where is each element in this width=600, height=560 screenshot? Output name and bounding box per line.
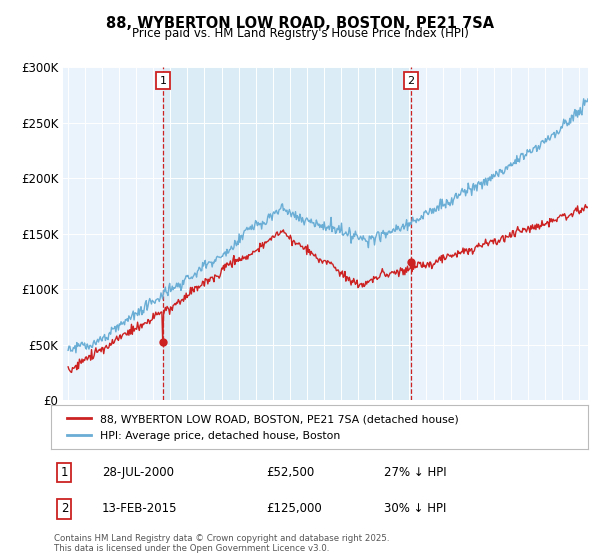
Text: 2: 2 xyxy=(61,502,68,515)
Bar xyxy=(163,67,411,400)
Text: 28-JUL-2000: 28-JUL-2000 xyxy=(102,466,174,479)
Text: Contains HM Land Registry data © Crown copyright and database right 2025.
This d: Contains HM Land Registry data © Crown c… xyxy=(54,534,389,553)
Text: 13-FEB-2015: 13-FEB-2015 xyxy=(102,502,178,515)
Text: 30% ↓ HPI: 30% ↓ HPI xyxy=(384,502,446,515)
Text: 1: 1 xyxy=(61,466,68,479)
Text: £125,000: £125,000 xyxy=(266,502,322,515)
Text: £52,500: £52,500 xyxy=(266,466,314,479)
Text: 1: 1 xyxy=(160,76,167,86)
Text: 88, WYBERTON LOW ROAD, BOSTON, PE21 7SA: 88, WYBERTON LOW ROAD, BOSTON, PE21 7SA xyxy=(106,16,494,31)
Text: 27% ↓ HPI: 27% ↓ HPI xyxy=(384,466,446,479)
Text: 2: 2 xyxy=(407,76,415,86)
Text: Price paid vs. HM Land Registry's House Price Index (HPI): Price paid vs. HM Land Registry's House … xyxy=(131,27,469,40)
Legend: 88, WYBERTON LOW ROAD, BOSTON, PE21 7SA (detached house), HPI: Average price, de: 88, WYBERTON LOW ROAD, BOSTON, PE21 7SA … xyxy=(62,409,464,446)
